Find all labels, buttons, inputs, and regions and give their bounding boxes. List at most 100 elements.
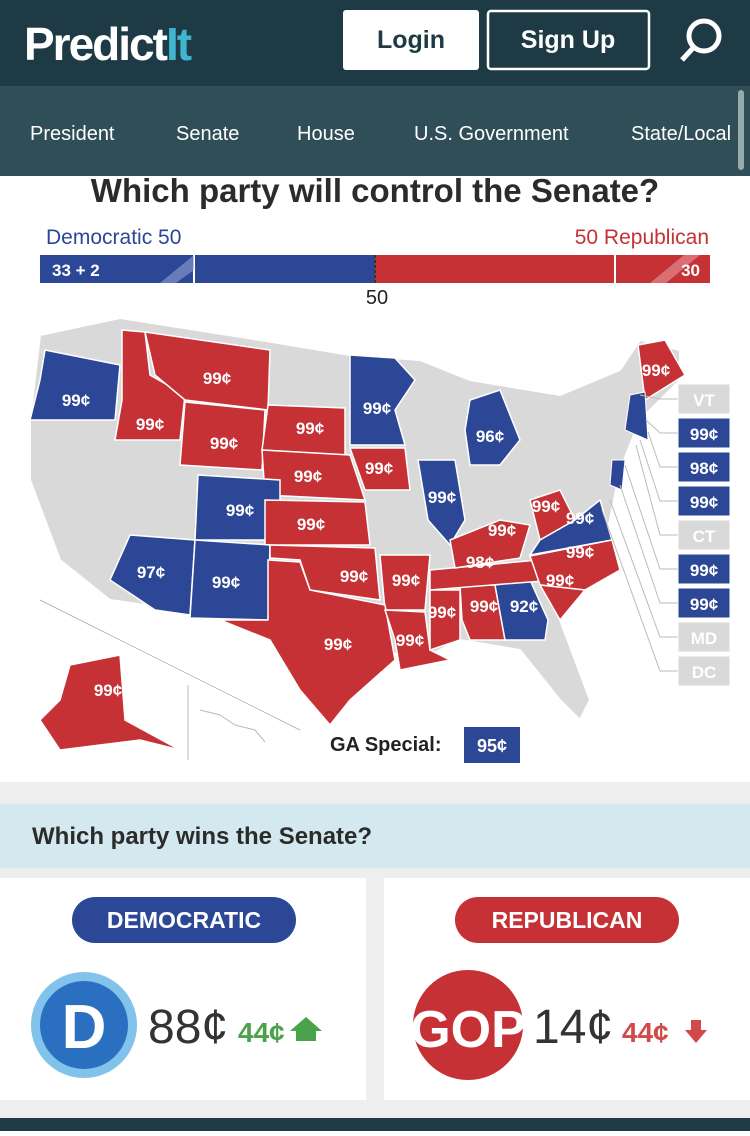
signup-button[interactable] bbox=[486, 9, 651, 71]
state-price[interactable]: 99¢ bbox=[566, 509, 595, 528]
side-box-label[interactable]: 99¢ bbox=[690, 561, 719, 580]
state-price[interactable]: 99¢ bbox=[294, 467, 323, 486]
leader-line bbox=[609, 499, 678, 638]
state-price[interactable]: 98¢ bbox=[466, 553, 495, 572]
state-price[interactable]: 99¢ bbox=[546, 571, 575, 590]
state-price[interactable]: 99¢ bbox=[470, 597, 499, 616]
side-box-label[interactable]: CT bbox=[693, 527, 716, 546]
side-box[interactable] bbox=[677, 451, 731, 483]
side-box-label[interactable]: VT bbox=[693, 391, 715, 410]
side-box[interactable] bbox=[677, 553, 731, 585]
ga-special-label: GA Special: bbox=[330, 734, 442, 756]
dem-logo bbox=[40, 981, 128, 1069]
state-shape[interactable] bbox=[39, 654, 181, 751]
side-box[interactable] bbox=[677, 383, 731, 415]
ga-special-price[interactable]: 95¢ bbox=[477, 736, 507, 756]
state-shape[interactable] bbox=[379, 554, 431, 611]
side-box[interactable] bbox=[677, 655, 731, 687]
state-shape[interactable] bbox=[348, 447, 411, 491]
state-shape[interactable] bbox=[624, 391, 649, 441]
side-box-label[interactable]: 99¢ bbox=[690, 425, 719, 444]
dem-pill bbox=[72, 897, 296, 943]
state-price[interactable]: 99¢ bbox=[365, 459, 394, 478]
map-title: Which party will control the Senate? bbox=[91, 172, 659, 209]
state-shape[interactable] bbox=[538, 584, 587, 622]
state-shape[interactable] bbox=[349, 354, 416, 446]
state-shape[interactable] bbox=[114, 329, 186, 441]
state-price[interactable]: 99¢ bbox=[212, 573, 241, 592]
state-shape[interactable] bbox=[429, 589, 461, 652]
side-box-label[interactable]: MD bbox=[691, 629, 717, 648]
rep-name: REPUBLICAN bbox=[492, 907, 643, 933]
side-box-label[interactable]: 99¢ bbox=[690, 595, 719, 614]
state-shape[interactable] bbox=[464, 389, 521, 466]
state-price[interactable]: 99¢ bbox=[297, 515, 326, 534]
side-box-label[interactable]: 99¢ bbox=[690, 493, 719, 512]
state-price[interactable]: 97¢ bbox=[137, 563, 166, 582]
state-shape[interactable] bbox=[29, 349, 121, 421]
state-shape[interactable] bbox=[179, 401, 266, 471]
state-shape[interactable] bbox=[264, 499, 371, 546]
state-price[interactable]: 99¢ bbox=[566, 543, 595, 562]
state-price[interactable]: 99¢ bbox=[488, 521, 517, 540]
search-icon[interactable] bbox=[680, 18, 722, 62]
state-price[interactable]: 92¢ bbox=[510, 597, 539, 616]
rep-pill bbox=[455, 897, 679, 943]
login-label[interactable]: Login bbox=[377, 26, 445, 54]
state-price[interactable]: 99¢ bbox=[136, 415, 165, 434]
state-price[interactable]: 99¢ bbox=[363, 399, 392, 418]
state-shape[interactable] bbox=[417, 459, 466, 547]
state-price[interactable]: 99¢ bbox=[392, 571, 421, 590]
leader-line bbox=[645, 419, 678, 434]
side-box[interactable] bbox=[677, 485, 731, 517]
state-shape[interactable] bbox=[609, 459, 626, 491]
side-box[interactable] bbox=[677, 519, 731, 551]
rep-bar bbox=[375, 255, 710, 283]
side-box[interactable] bbox=[677, 621, 731, 653]
state-price[interactable]: 99¢ bbox=[642, 361, 671, 380]
section-gap bbox=[0, 782, 750, 804]
signup-label[interactable]: Sign Up bbox=[521, 26, 615, 54]
market-banner bbox=[0, 804, 750, 868]
bar-stripe bbox=[160, 255, 194, 283]
state-price[interactable]: 99¢ bbox=[203, 369, 232, 388]
nav-item[interactable]: U.S. Government bbox=[414, 123, 569, 145]
state-price[interactable]: 99¢ bbox=[532, 497, 561, 516]
state-price[interactable]: 99¢ bbox=[324, 635, 353, 654]
dem-change: 44¢ bbox=[238, 1017, 285, 1048]
state-price[interactable]: 99¢ bbox=[428, 488, 457, 507]
state-price[interactable]: 99¢ bbox=[94, 681, 123, 700]
nav-item[interactable]: House bbox=[297, 123, 355, 145]
nav-item[interactable]: State/Local bbox=[631, 123, 731, 145]
state-shape[interactable] bbox=[144, 331, 271, 411]
side-box[interactable] bbox=[677, 417, 731, 449]
login-button[interactable] bbox=[343, 10, 479, 70]
state-price[interactable]: 99¢ bbox=[62, 391, 91, 410]
dem-label: Democratic 50 bbox=[46, 226, 181, 249]
side-box-label[interactable]: 98¢ bbox=[690, 459, 719, 478]
rep-price: 14¢ bbox=[533, 1001, 613, 1054]
rep-bar-label: 30 bbox=[681, 261, 700, 280]
side-box-label[interactable]: DC bbox=[692, 663, 717, 682]
state-price[interactable]: 99¢ bbox=[226, 501, 255, 520]
nav-item[interactable]: Senate bbox=[176, 123, 239, 145]
leader-line bbox=[624, 464, 678, 570]
leader-line bbox=[601, 509, 678, 672]
state-shape[interactable] bbox=[637, 339, 687, 402]
state-price[interactable]: 99¢ bbox=[210, 434, 239, 453]
state-shape[interactable] bbox=[383, 609, 453, 671]
state-price[interactable]: 99¢ bbox=[340, 567, 369, 586]
state-shape[interactable] bbox=[109, 534, 196, 616]
state-shape[interactable] bbox=[529, 539, 621, 591]
ga-special-box[interactable] bbox=[464, 727, 520, 763]
logo[interactable]: PredictIt bbox=[24, 18, 194, 70]
state-price[interactable]: 99¢ bbox=[428, 603, 457, 622]
state-price[interactable]: 96¢ bbox=[476, 427, 505, 446]
side-box[interactable] bbox=[677, 587, 731, 619]
nav-item[interactable]: President bbox=[30, 123, 115, 145]
state-price[interactable]: 99¢ bbox=[396, 631, 425, 650]
state-price[interactable]: 99¢ bbox=[296, 419, 325, 438]
state-shape[interactable] bbox=[219, 559, 396, 727]
state-shape[interactable] bbox=[449, 519, 531, 569]
